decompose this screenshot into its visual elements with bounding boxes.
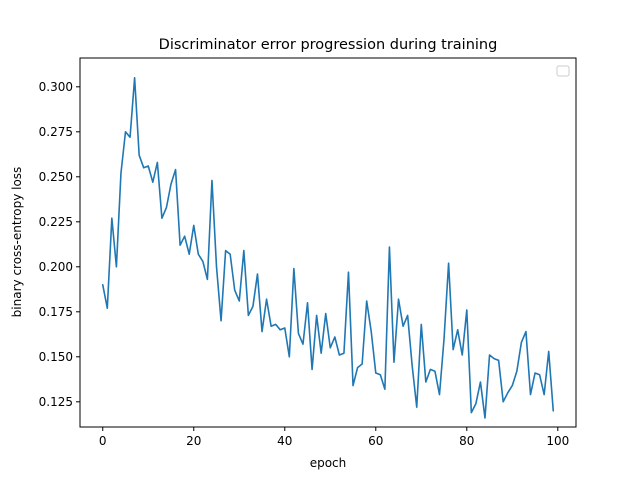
- y-tick-label: 0.175: [39, 305, 73, 319]
- x-tick-label: 80: [459, 434, 474, 448]
- y-tick-label: 0.125: [39, 395, 73, 409]
- chart-title: Discriminator error progression during t…: [159, 37, 498, 53]
- x-axis: 0 20 40 60 80 100: [99, 427, 569, 448]
- legend-box: [556, 65, 570, 77]
- plot-area: 0 20 40 60 80 100 0.1250.1500.1750.2000.2250.…: [39, 57, 577, 448]
- x-tick-label: 0: [99, 434, 107, 448]
- y-tick-label: 0.225: [39, 215, 73, 229]
- x-tick-label: 40: [277, 434, 292, 448]
- y-tick-label: 0.200: [39, 260, 73, 274]
- x-tick-label: 100: [546, 434, 569, 448]
- series-line: [101, 77, 555, 419]
- y-tick-label: 0.275: [39, 125, 73, 139]
- x-tick-label: 20: [186, 434, 201, 448]
- x-tick-label: 60: [368, 434, 383, 448]
- x-axis-label: epoch: [310, 456, 347, 470]
- y-tick-label: 0.150: [39, 350, 73, 364]
- y-tick-label: 0.250: [39, 170, 73, 184]
- y-axis-label: binary cross-entropy loss: [10, 167, 24, 318]
- plot-frame: [79, 57, 577, 428]
- y-axis: 0.125 0.150 0.175 0.200 0.225 0.250 0.275 0.300: [39, 80, 80, 409]
- y-tick-label: 0.300: [39, 80, 73, 94]
